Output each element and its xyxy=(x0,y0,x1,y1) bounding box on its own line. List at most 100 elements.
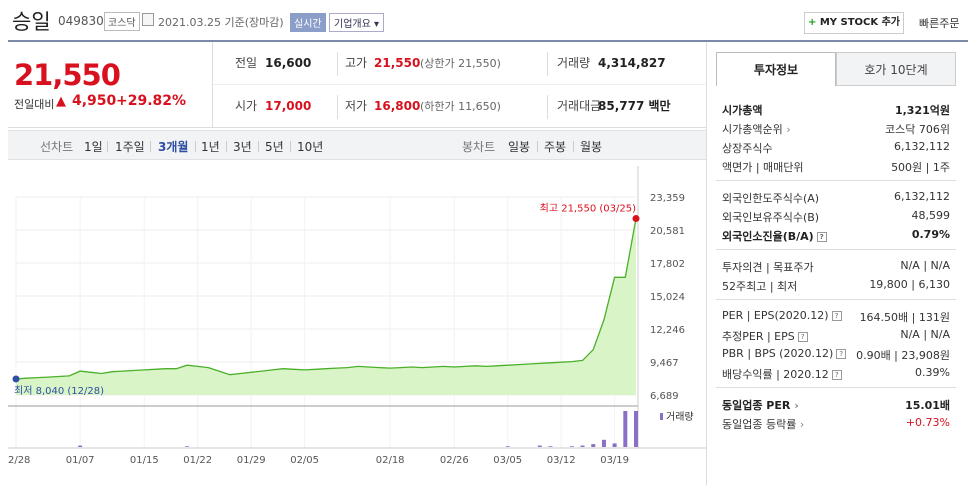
y-tick-label: 15,024 xyxy=(650,292,685,303)
market-badge: 코스닥 xyxy=(104,12,140,31)
period-tab[interactable]: 3년 xyxy=(233,140,252,154)
divider xyxy=(226,141,227,152)
info-row: PBR | BPS (2020.12)? 0.90배 | 23,908원 xyxy=(722,345,950,363)
x-tick-label: 03/12 xyxy=(547,455,576,466)
volume-bar xyxy=(569,446,574,447)
divider xyxy=(107,141,108,152)
y-tick-label: 9,467 xyxy=(650,358,679,369)
info-row: 외국인한도주식수(A) 6,132,112 xyxy=(722,188,950,206)
help-icon[interactable]: ? xyxy=(836,349,847,359)
period-tab[interactable]: 1주일 xyxy=(115,140,145,154)
section-divider xyxy=(716,180,956,181)
panel-tabs: 투자정보 호가 10단계 xyxy=(716,52,956,86)
candle-tab[interactable]: 일봉 xyxy=(508,140,531,154)
divider xyxy=(573,141,574,152)
info-row: PER | EPS(2020.12)? 164.50배 | 131원 xyxy=(722,307,950,325)
tab-investment-info[interactable]: 투자정보 xyxy=(716,52,836,86)
investment-info-panel: 투자정보 호가 10단계 시가총액 1,321억원 시가총액순위 › 코스닥 706위… xyxy=(716,52,956,452)
price-box: 21,550 전일대비 ▲ 4,950 +29.82% xyxy=(8,42,212,128)
section-divider xyxy=(716,387,956,388)
period-tab-active[interactable]: 3개월 xyxy=(158,140,189,154)
info-value: 164.50배 | 131원 xyxy=(859,311,950,324)
volume-bar xyxy=(634,411,638,447)
info-label[interactable]: 동일업종 등락률 › xyxy=(722,418,805,431)
low-label: 저가 xyxy=(345,99,368,113)
prev-close-label: 전일 xyxy=(235,56,258,70)
high-label: 최고 21,550 (03/25) xyxy=(540,202,636,214)
help-icon[interactable]: ? xyxy=(831,370,842,380)
up-arrow-icon: ▲ xyxy=(56,94,66,109)
period-tab[interactable]: 1일 xyxy=(84,140,103,154)
x-tick-label: 01/29 xyxy=(237,455,266,466)
volume-bar xyxy=(612,443,617,447)
period-tab[interactable]: 1년 xyxy=(201,140,220,154)
price-chart-svg: 23,359 20,581 17,802 15,024 12,246 9,467 6,689… xyxy=(2,166,706,466)
info-label: 투자의견 | 목표주가 xyxy=(722,261,814,274)
info-value: 1,321억원 xyxy=(894,104,950,117)
info-row: 외국인보유주식수(B) 48,599 xyxy=(722,207,950,225)
x-tick-label: 02/05 xyxy=(290,455,319,466)
period-tab[interactable]: 10년 xyxy=(297,140,324,154)
add-mystock-button[interactable]: + MY STOCK 추가 xyxy=(804,12,904,34)
stock-code: 049830 xyxy=(58,14,104,28)
info-label[interactable]: 동일업종 PER › xyxy=(722,399,799,412)
x-tick-label: 02/26 xyxy=(440,455,469,466)
price-change: 4,950 xyxy=(72,93,117,109)
price-stats: 전일 16,600 고가 21,550 (상한가 21,550) 거래량 4,3… xyxy=(212,42,707,128)
info-value: 6,132,112 xyxy=(894,190,950,203)
stock-name: 승일 xyxy=(12,10,51,34)
info-label: 액면가 | 매매단위 xyxy=(722,161,804,174)
price-line xyxy=(15,218,637,380)
low-marker xyxy=(12,375,20,383)
change-label: 전일대비 xyxy=(14,98,55,111)
y-tick-label: 12,246 xyxy=(650,325,685,336)
divider xyxy=(547,52,548,76)
info-row: 시가총액순위 › 코스닥 706위 xyxy=(722,119,950,137)
high-label: 고가 xyxy=(345,56,368,70)
info-label[interactable]: 시가총액순위 › xyxy=(722,123,791,136)
amount-value: 85,777 백만 xyxy=(598,99,671,113)
help-icon[interactable]: ? xyxy=(831,311,842,321)
candle-tab[interactable]: 주봉 xyxy=(544,140,567,154)
section-divider xyxy=(716,299,956,300)
info-label: 외국인소진율(B/A)? xyxy=(722,228,827,244)
volume-legend-label: 거래량 xyxy=(666,411,694,423)
x-tick-label: 01/15 xyxy=(130,455,159,466)
help-icon[interactable]: ? xyxy=(797,332,808,342)
volume-bar xyxy=(591,444,596,447)
volume-bar xyxy=(78,445,83,447)
y-tick-label: 20,581 xyxy=(650,226,685,237)
upper-limit: (상한가 21,550) xyxy=(420,57,501,70)
info-label: PBR | BPS (2020.12)? xyxy=(722,347,847,360)
realtime-badge[interactable]: 실시간 xyxy=(290,13,326,32)
volume-value: 4,314,827 xyxy=(598,56,666,70)
divider xyxy=(337,95,338,119)
high-value: 21,550 xyxy=(374,56,421,70)
quick-order-link[interactable]: 빠른주문 xyxy=(919,17,960,30)
candle-tab[interactable]: 월봉 xyxy=(580,140,603,154)
date-text: 2021.03.25 기준(장마감) xyxy=(158,16,284,29)
price-chart[interactable]: 23,359 20,581 17,802 15,024 12,246 9,467 6,689… xyxy=(2,166,706,466)
y-tick-label: 6,689 xyxy=(650,391,679,402)
current-price: 21,550 xyxy=(14,58,121,92)
chart-tab-bar: 선차트 1일 1주일 3개월 1년 3년 5년 10년 봉차트 일봉 주봉 월봉 xyxy=(8,130,706,160)
info-row: 시가총액 1,321억원 xyxy=(722,100,950,118)
header-divider xyxy=(8,40,968,42)
y-tick-label: 17,802 xyxy=(650,259,685,270)
volume-label: 거래량 xyxy=(557,56,591,70)
price-area xyxy=(16,218,636,395)
info-label: 추정PER | EPS? xyxy=(722,328,808,344)
volume-bar xyxy=(623,411,628,447)
help-icon[interactable]: ? xyxy=(816,232,827,242)
info-value: 6,132,112 xyxy=(894,140,950,153)
volume-bar xyxy=(601,439,606,447)
info-label: PER | EPS(2020.12)? xyxy=(722,309,842,322)
open-value: 17,000 xyxy=(265,99,312,113)
company-overview-dropdown[interactable]: 기업개요 ▾ xyxy=(329,13,385,32)
period-tab[interactable]: 5년 xyxy=(265,140,284,154)
info-label: 외국인보유주식수(B) xyxy=(722,211,820,224)
tab-order-book[interactable]: 호가 10단계 xyxy=(836,52,956,86)
info-row: 동일업종 PER › 15.01배 xyxy=(722,395,950,413)
info-row: 동일업종 등락률 › +0.73% xyxy=(722,414,950,432)
info-row: 액면가 | 매매단위 500원 | 1주 xyxy=(722,157,950,175)
